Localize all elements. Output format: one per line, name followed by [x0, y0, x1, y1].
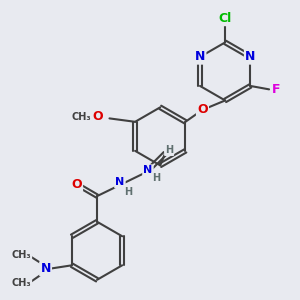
Text: O: O: [92, 110, 103, 123]
Text: H: H: [165, 145, 173, 155]
Text: N: N: [115, 178, 124, 188]
Text: F: F: [272, 83, 280, 96]
Text: O: O: [197, 103, 208, 116]
Text: H: H: [152, 173, 160, 183]
Text: N: N: [245, 50, 256, 63]
Text: Cl: Cl: [218, 12, 232, 25]
Text: CH₃: CH₃: [11, 250, 31, 260]
Text: CH₃: CH₃: [72, 112, 91, 122]
Text: N: N: [40, 262, 51, 275]
Text: N: N: [143, 166, 153, 176]
Text: O: O: [71, 178, 82, 191]
Text: CH₃: CH₃: [11, 278, 31, 288]
Text: N: N: [195, 50, 205, 63]
Text: H: H: [124, 187, 132, 197]
